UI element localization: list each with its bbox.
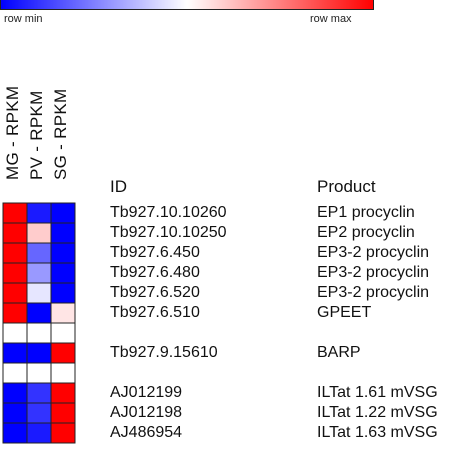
row-product-label: EP3-2 procyclin [317,264,430,281]
row-id-label: Tb927.6.510 [110,304,200,321]
heatmap-cell-r0-c1 [26,202,52,224]
row-id-label: AJ012199 [110,384,183,401]
row-product-label: EP1 procyclin [317,204,415,221]
heatmap-cell-r8-c2 [50,362,76,384]
heatmap-cell-r2-c1 [26,242,52,264]
heatmap-cell-r3-c0 [2,262,28,284]
heatmap-cell-r11-c2 [50,422,76,444]
heatmap-cell-r10-c0 [2,402,28,424]
heatmap-cell-r0-c0 [2,202,28,224]
row-product-label: ILTat 1.61 mVSG [317,384,438,401]
heatmap-cell-r7-c2 [50,342,76,364]
heatmap-cell-r1-c2 [50,222,76,244]
heatmap-cell-r11-c0 [2,422,28,444]
heatmap-cell-r9-c1 [26,382,52,404]
row-id-label: Tb927.10.10260 [110,204,227,221]
heatmap-cell-r8-c0 [2,362,28,384]
heatmap-cell-r8-c1 [26,362,52,384]
heatmap-cell-r3-c2 [50,262,76,284]
heatmap-cell-r9-c0 [2,382,28,404]
color-scale-max-label: row max [310,13,352,25]
row-product-label: EP3-2 procyclin [317,284,430,301]
row-product-label: ILTat 1.22 mVSG [317,404,438,421]
product-column-header: Product [317,177,376,196]
heatmap-cell-r4-c2 [50,282,76,304]
heatmap-cell-r1-c0 [2,222,28,244]
heatmap-grid [2,202,76,444]
heatmap-cell-r0-c2 [50,202,76,224]
row-id-label: Tb927.6.450 [110,244,200,261]
row-id-label: Tb927.9.15610 [110,344,218,361]
row-id-label: Tb927.6.480 [110,264,200,281]
row-id-label: AJ486954 [110,424,183,441]
row-product-label: EP3-2 procyclin [317,244,430,261]
row-product-label: ILTat 1.63 mVSG [317,424,438,441]
row-id-label: Tb927.6.520 [110,284,200,301]
heatmap-cell-r3-c1 [26,262,52,284]
heatmap-cell-r10-c2 [50,402,76,424]
heatmap-cell-r4-c1 [26,282,52,304]
heatmap-cell-r2-c0 [2,242,28,264]
heatmap-cell-r6-c1 [26,322,52,344]
color-scale-min-label: row min [4,13,43,25]
heatmap-cell-r6-c0 [2,322,28,344]
row-product-label: GPEET [317,304,372,321]
heatmap-cell-r1-c1 [26,222,52,244]
heatmap-cell-r7-c0 [2,342,28,364]
heatmap-cell-r7-c1 [26,342,52,364]
heatmap-cell-r2-c2 [50,242,76,264]
heatmap-cell-r4-c0 [2,282,28,304]
heatmap-cell-r6-c2 [50,322,76,344]
heatmap-cell-r11-c1 [26,422,52,444]
row-product-label: BARP [317,344,361,361]
row-id-label: AJ012198 [110,404,183,421]
row-id-label: Tb927.10.10250 [110,224,227,241]
color-scale-bar [0,0,374,10]
heatmap-cell-r5-c0 [2,302,28,324]
row-product-label: EP2 procyclin [317,224,415,241]
id-column-header: ID [110,177,127,196]
heatmap-cell-r9-c2 [50,382,76,404]
heatmap-cell-r10-c1 [26,402,52,424]
heatmap-cell-r5-c1 [26,302,52,324]
heatmap-cell-r5-c2 [50,302,76,324]
